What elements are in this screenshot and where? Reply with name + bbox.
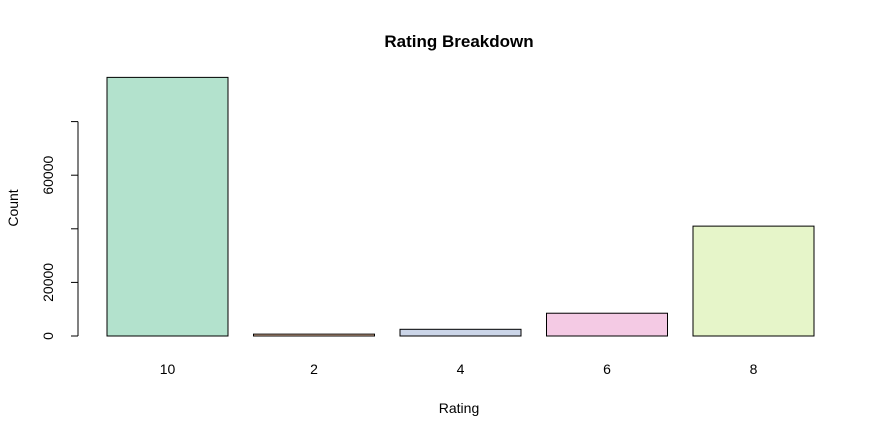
bar-10 <box>106 76 229 337</box>
bar-8 <box>692 225 815 337</box>
x-tick-label-4: 4 <box>457 361 465 377</box>
x-tick-label-8: 8 <box>750 361 758 377</box>
y-axis: 0 20000 60000 <box>40 121 79 340</box>
y-tick-label-0: 0 <box>40 332 56 340</box>
y-tick-label-60000: 60000 <box>40 156 56 195</box>
x-tick-label-2: 2 <box>310 361 318 377</box>
bar-2 <box>253 333 375 337</box>
bar-4 <box>399 328 522 337</box>
bars-group <box>106 76 815 337</box>
y-axis-label: Count <box>5 189 21 226</box>
x-tick-label-10: 10 <box>160 361 176 377</box>
x-tick-label-6: 6 <box>603 361 611 377</box>
y-tick-label-20000: 20000 <box>40 263 56 302</box>
x-tick-labels: 10 2 4 6 8 <box>160 361 758 377</box>
x-axis-label: Rating <box>439 400 479 416</box>
bar-6 <box>546 312 668 337</box>
chart-title: Rating Breakdown <box>384 32 533 51</box>
